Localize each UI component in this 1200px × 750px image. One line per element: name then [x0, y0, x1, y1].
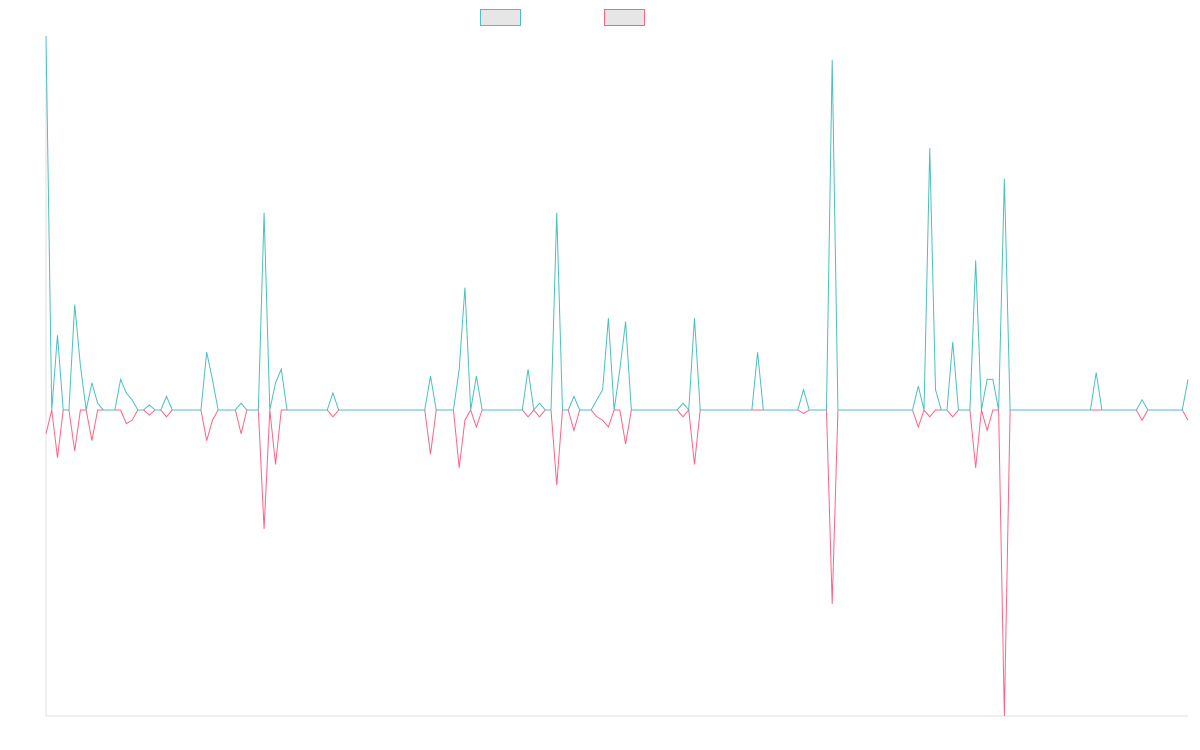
legend-swatch [604, 9, 645, 26]
legend-swatch [480, 9, 521, 26]
line-series [45, 408, 1189, 717]
line-series [45, 35, 1189, 412]
plot-area [45, 35, 1189, 717]
legend [480, 9, 645, 26]
